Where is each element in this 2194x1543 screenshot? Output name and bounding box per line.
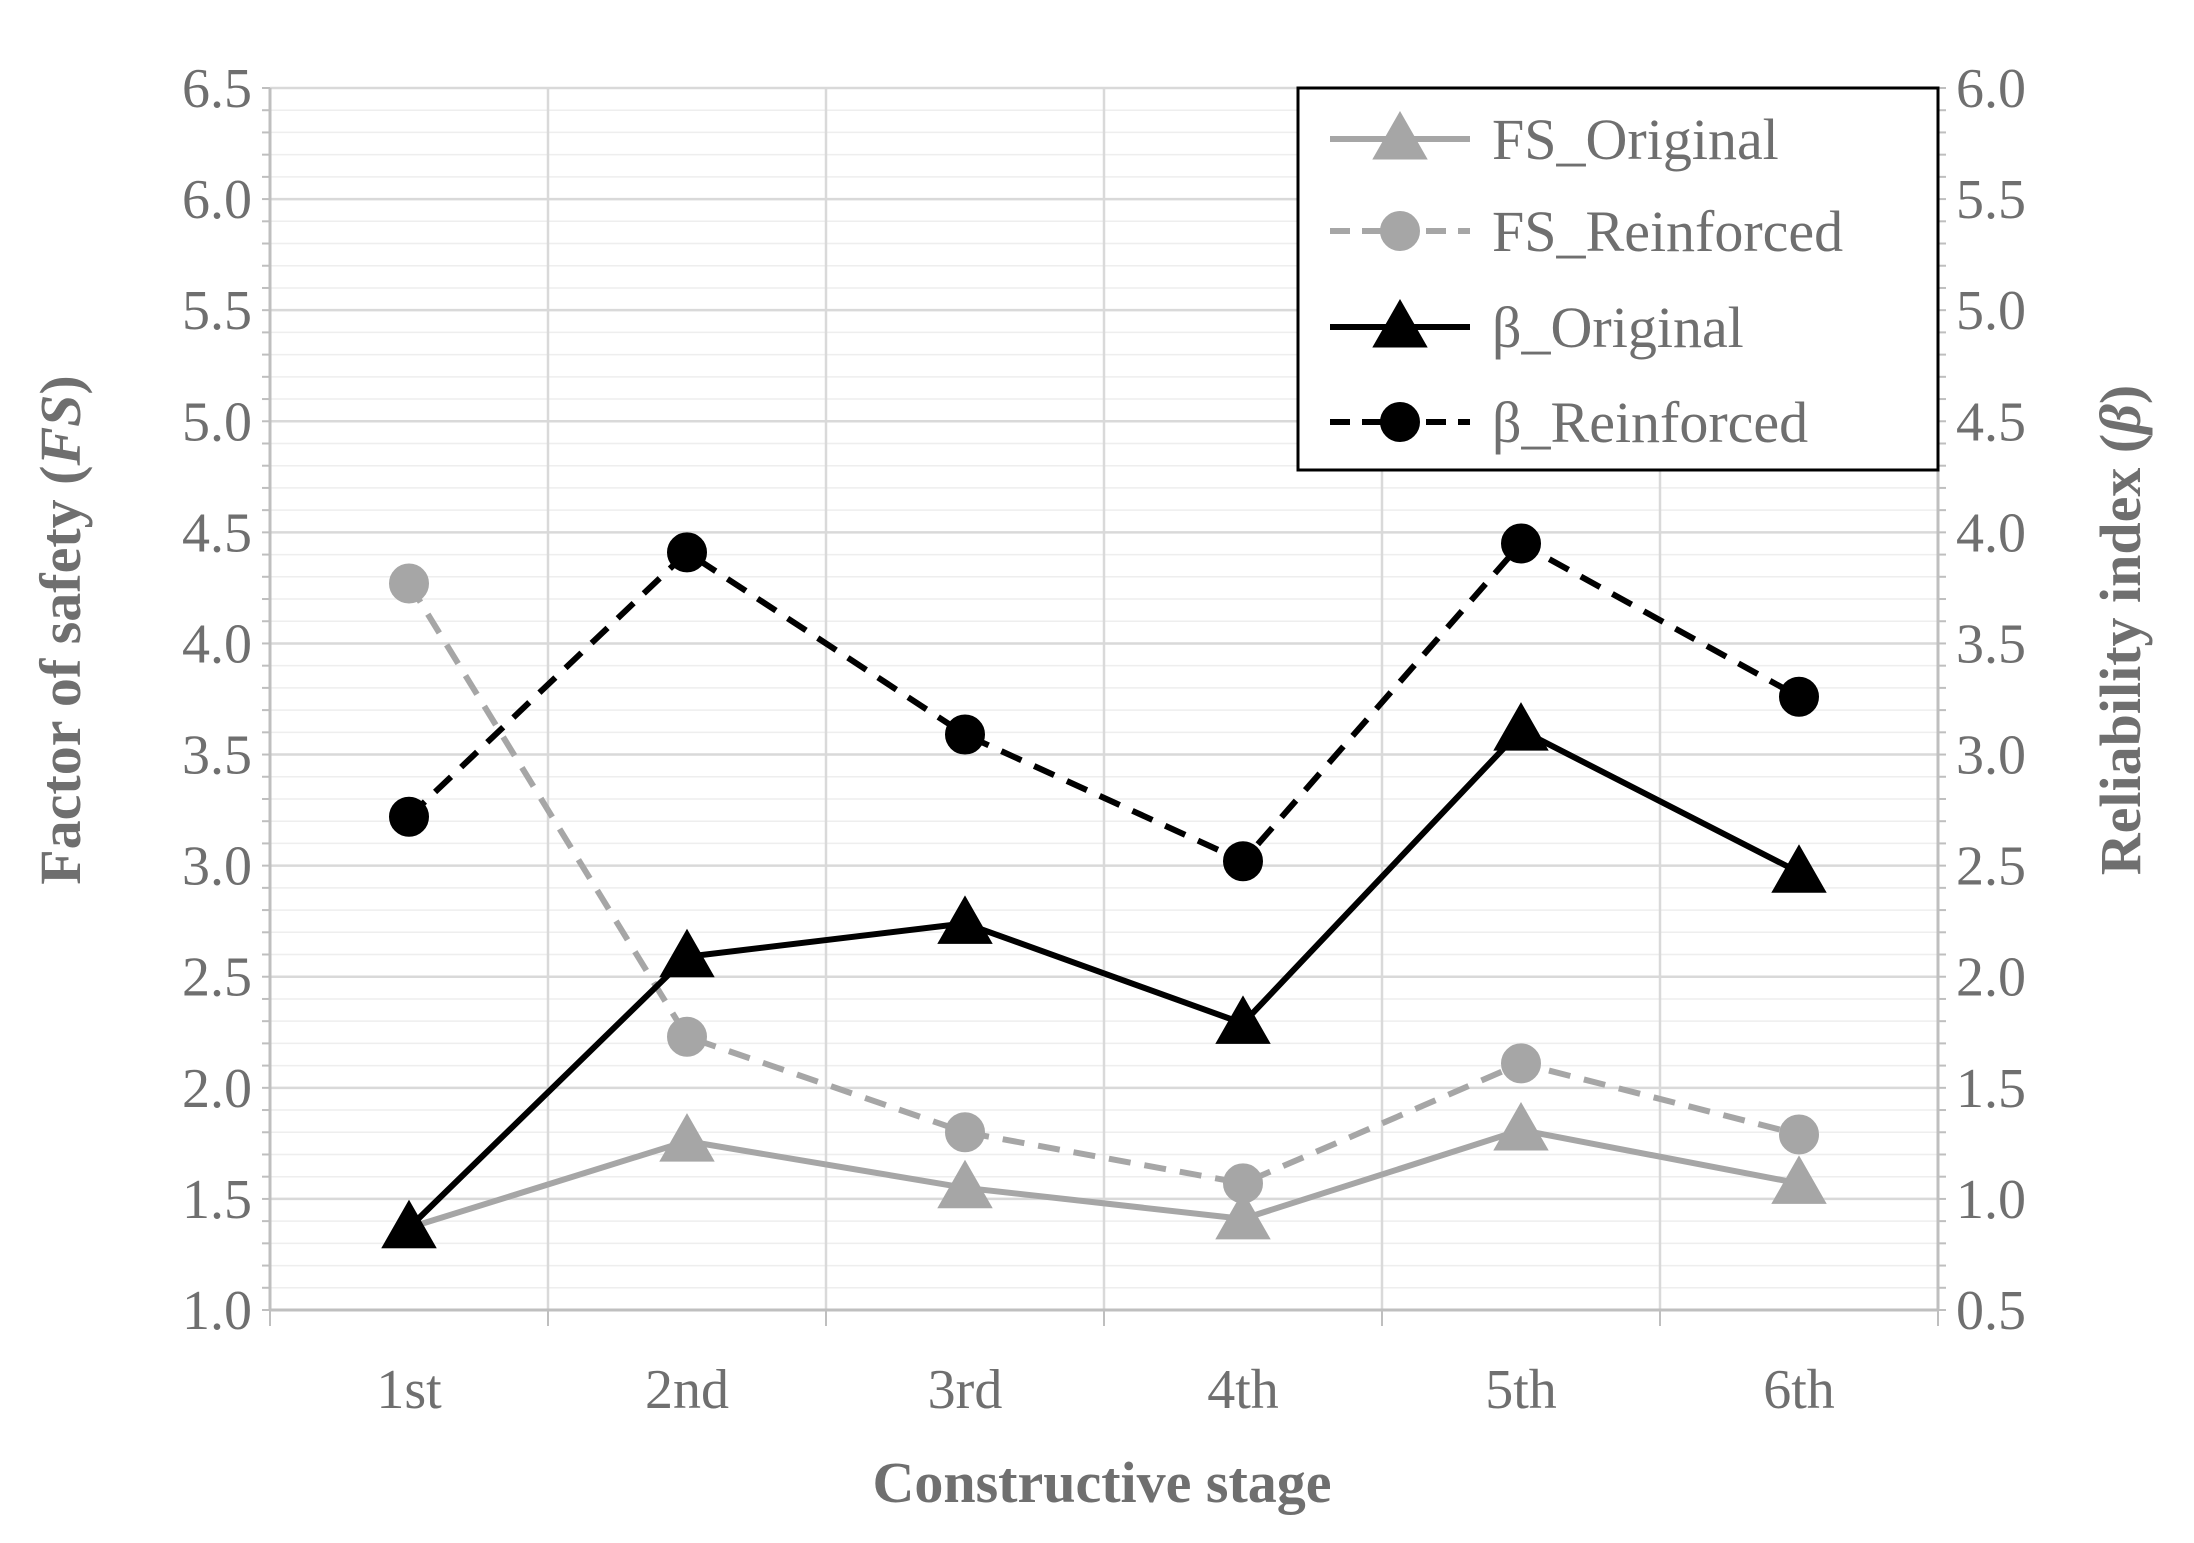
x-axis-title: Constructive stage: [872, 1450, 1331, 1515]
series-line: [408, 1127, 1800, 1231]
series-FS_Reinforced: [389, 563, 1819, 1204]
series-line: [406, 540, 1801, 865]
circle-marker: [667, 532, 707, 573]
y-right-title-part-1: Reliability index (: [2088, 434, 2153, 875]
circle-marker: [1501, 1043, 1541, 1084]
triangle-marker: [1215, 995, 1271, 1044]
legend-entry: β_Reinforced: [1330, 390, 1808, 455]
y-right-title-part-3: ): [2088, 385, 2153, 404]
triangle-marker: [381, 1199, 437, 1249]
legend-label: FS_Original: [1492, 107, 1779, 172]
circle-marker: [389, 563, 429, 604]
triangle-marker: [659, 928, 715, 978]
circle-marker: [667, 1016, 707, 1057]
circle-marker: [1779, 1114, 1819, 1155]
x-tick-label: 4th: [1207, 1359, 1279, 1421]
x-tick-label: 5th: [1485, 1359, 1557, 1421]
y-axis-right-title: Reliability index (β): [2088, 385, 2153, 876]
y-right-tick-label: 1.0: [1956, 1169, 2026, 1231]
y-left-tick-label: 3.5: [182, 725, 252, 787]
y-right-title-italic: β: [2088, 404, 2153, 436]
triangle-marker: [1493, 1102, 1549, 1151]
legend-label: β_Original: [1492, 295, 1744, 360]
y-left-tick-label: 6.0: [182, 169, 252, 231]
series-line: [406, 727, 1801, 1230]
x-tick-label: 2nd: [645, 1359, 729, 1421]
series-β_Reinforced: [389, 523, 1819, 882]
y-left-title-italic: FS: [28, 395, 93, 467]
legend-marker: [1380, 402, 1420, 442]
triangle-marker: [659, 1113, 715, 1162]
y-left-title-part-3: ): [28, 375, 93, 394]
triangle-marker: [1215, 1190, 1271, 1240]
x-tick-label: 3rd: [928, 1359, 1003, 1421]
y-left-tick-label: 4.0: [182, 613, 252, 675]
y-right-tick-label: 6.0: [1956, 58, 2026, 120]
y-axis-left-title: Factor of safety (FS): [28, 375, 93, 885]
x-tick-label: 6th: [1763, 1359, 1835, 1421]
y-right-tick-label: 5.0: [1956, 280, 2026, 342]
triangle-marker: [937, 1159, 993, 1209]
legend-marker: [1380, 211, 1420, 251]
legend-label: FS_Reinforced: [1492, 199, 1843, 264]
legend-marker: [1372, 298, 1428, 348]
circle-marker: [1779, 676, 1819, 717]
series-layer: [381, 523, 1827, 1249]
legend: FS_Original FS_Reinforced β_Original β_Rein…: [1296, 86, 1940, 472]
x-tick-label: 1st: [376, 1359, 442, 1421]
y-left-tick-label: 4.5: [182, 502, 252, 564]
axes: 1.0 1.5 2.0 2.5 3.0 3.5 4.0 4.5 5.0 5.5 6.0 6.5 0.5 1…: [182, 58, 2026, 1421]
triangle-marker: [1771, 1155, 1827, 1204]
y-right-tick-label: 3.0: [1956, 725, 2026, 787]
series-line: [406, 581, 1800, 1187]
series-β_Original: [381, 702, 1827, 1249]
y-right-tick-label: 4.0: [1956, 502, 2026, 564]
y-right-tick-label: 5.5: [1956, 169, 2026, 231]
y-right-tick-label: 0.5: [1956, 1280, 2026, 1342]
y-right-tick-label: 2.5: [1956, 836, 2026, 898]
circle-marker: [1501, 523, 1541, 564]
triangle-marker: [937, 895, 993, 944]
y-left-tick-label: 5.0: [182, 391, 252, 453]
y-right-tick-label: 3.5: [1956, 613, 2026, 675]
legend-entry: FS_Original: [1330, 107, 1779, 172]
y-left-tick-label: 1.5: [182, 1169, 252, 1231]
triangle-marker: [1493, 702, 1549, 751]
y-right-tick-label: 4.5: [1956, 391, 2026, 453]
circle-marker: [945, 1112, 985, 1153]
y-left-tick-label: 6.5: [182, 58, 252, 120]
triangle-marker: [1771, 844, 1827, 893]
legend-entry: FS_Reinforced: [1330, 199, 1843, 264]
y-right-tick-label: 2.0: [1956, 947, 2026, 1009]
legend-entries: FS_Original FS_Reinforced β_Original β_Rein…: [1330, 107, 1843, 455]
y-left-title-part-1: Factor of safety (: [28, 466, 93, 885]
y-left-tick-label: 5.5: [182, 280, 252, 342]
legend-entry: β_Original: [1330, 295, 1744, 360]
y-left-tick-label: 2.0: [182, 1058, 252, 1120]
y-right-tick-label: 1.5: [1956, 1058, 2026, 1120]
y-left-tick-label: 1.0: [182, 1280, 252, 1342]
y-left-tick-label: 3.0: [182, 836, 252, 898]
legend-marker: [1372, 110, 1428, 160]
circle-marker: [945, 714, 985, 755]
circle-marker: [1223, 841, 1263, 882]
y-left-tick-label: 2.5: [182, 947, 252, 1009]
circle-marker: [1223, 1163, 1263, 1204]
legend-label: β_Reinforced: [1492, 390, 1808, 455]
circle-marker: [389, 796, 429, 837]
